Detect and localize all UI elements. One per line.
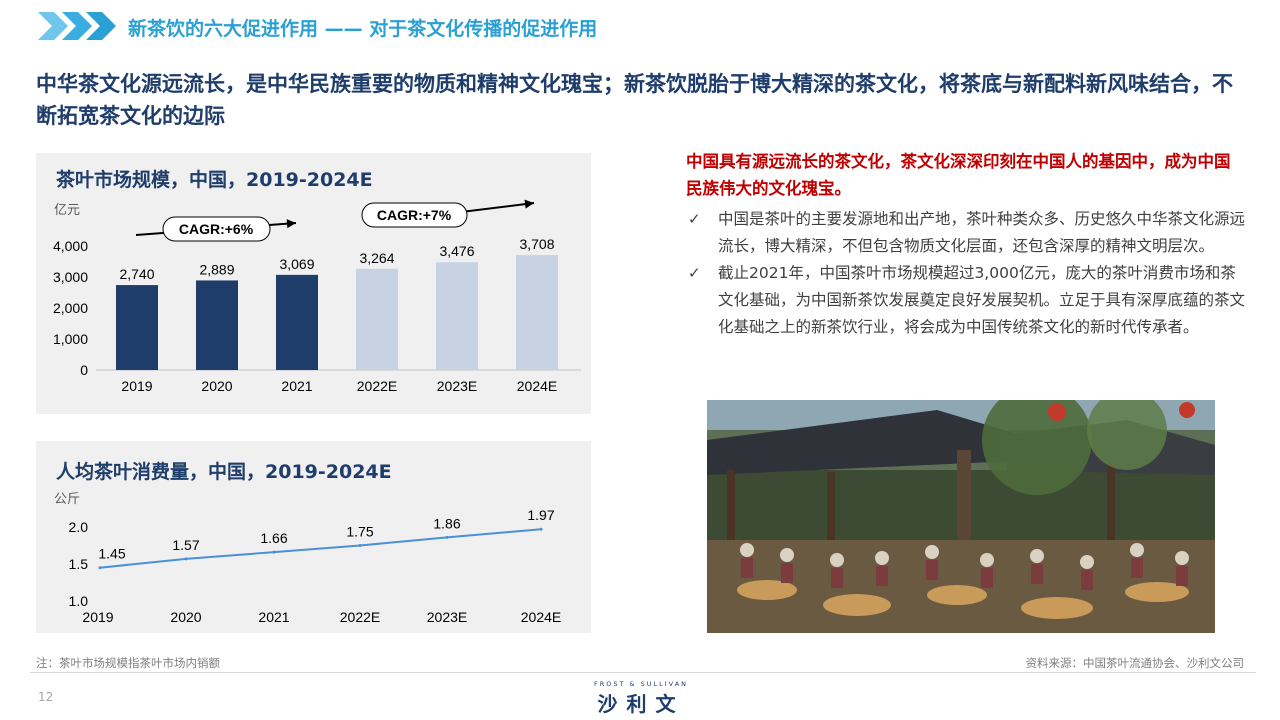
chevron-arrows-icon — [38, 12, 116, 40]
x-tick-label: 2020 — [201, 378, 232, 394]
data-label: 1.75 — [346, 524, 373, 540]
x-tick-label: 2023E — [437, 378, 477, 394]
y-tick-label: 1.5 — [69, 556, 89, 572]
x-tick-label: 2022E — [340, 609, 380, 625]
bar — [516, 255, 558, 370]
bullet-item: ✓ 中国是茶叶的主要发源地和出产地，茶叶种类众多、历史悠久中华茶文化源远流长，博… — [686, 206, 1246, 260]
bar-chart: 0 1,000 2,000 3,000 4,000 2,740 2019 2,889 2020 3… — [53, 199, 581, 394]
y-tick-label: 2,000 — [53, 300, 88, 316]
bar — [116, 285, 158, 370]
bar — [356, 268, 398, 370]
data-label: 1.45 — [98, 546, 125, 562]
x-tick-label: 2024E — [517, 378, 557, 394]
cagr-label: CAGR:+7% — [377, 207, 452, 223]
per-capita-chart-panel: 人均茶叶消费量，中国，2019-2024E 公斤 1.0 1.5 2.0 1.45 20… — [36, 441, 591, 633]
data-point — [445, 535, 449, 539]
line-chart-unit: 公斤 — [54, 492, 81, 507]
data-label: 1.66 — [260, 530, 287, 546]
cagr-bubble — [361, 202, 468, 228]
bar-value-label: 3,476 — [439, 243, 474, 259]
teahouse-photo — [707, 400, 1215, 633]
bar — [436, 262, 478, 370]
bar — [276, 274, 318, 370]
bar-value-label: 3,708 — [519, 236, 554, 252]
arrowhead-icon — [286, 219, 296, 229]
y-tick-label: 3,000 — [53, 269, 88, 285]
series-line — [99, 528, 542, 569]
bullet-item: ✓ 截止2021年，中国茶叶市场规模超过3,000亿元，庞大的茶叶消费市场和茶文… — [686, 260, 1246, 341]
page-number: 12 — [38, 690, 54, 704]
x-tick-label: 2024E — [521, 609, 561, 625]
y-tick-label: 4,000 — [53, 238, 88, 254]
checkmark-icon: ✓ — [688, 264, 701, 282]
x-tick-label: 2021 — [258, 609, 289, 625]
x-tick-label: 2019 — [121, 378, 152, 394]
x-tick-label: 2020 — [170, 609, 201, 625]
chart-footnote: 注：茶叶市场规模指茶叶市场内销额 — [36, 656, 220, 670]
market-size-chart-panel: 茶叶市场规模，中国，2019-2024E 亿元 0 1,000 2,000 3,000… — [36, 153, 591, 414]
data-source: 资料来源：中国茶叶流通协会、沙利文公司 — [1025, 656, 1245, 670]
data-label: 1.86 — [433, 515, 460, 531]
cagr-bubble — [162, 216, 271, 242]
y-tick-label: 1,000 — [53, 331, 88, 347]
bar-value-label: 3,069 — [279, 256, 314, 272]
bar-chart-title: 茶叶市场规模，中国，2019-2024E — [56, 169, 373, 191]
data-label: 1.57 — [172, 537, 199, 553]
brand-logo-chinese: 沙利文 — [597, 692, 685, 716]
bar-value-label: 2,740 — [119, 266, 154, 282]
checkmark-icon: ✓ — [688, 210, 701, 228]
bullet-text: 中国是茶叶的主要发源地和出产地，茶叶种类众多、历史悠久中华茶文化源远流长，博大精… — [718, 210, 1246, 255]
data-point — [184, 557, 188, 561]
line-chart-title: 人均茶叶消费量，中国，2019-2024E — [56, 461, 392, 483]
data-point — [539, 527, 543, 531]
cagr-label: CAGR:+6% — [179, 221, 254, 237]
bar-value-label: 2,889 — [199, 261, 234, 277]
bar — [196, 280, 238, 370]
arrowhead-icon — [524, 199, 534, 209]
y-tick-label: 0 — [80, 362, 88, 378]
x-tick-label: 2022E — [357, 378, 397, 394]
line-chart: 1.0 1.5 2.0 1.45 2019 1.57 2020 1.66 2021 1.75 202… — [69, 507, 562, 625]
brand-logo-english: FROST & SULLIVAN — [593, 680, 689, 688]
bar-chart-unit: 亿元 — [54, 203, 81, 218]
data-point — [98, 566, 102, 570]
footer-divider — [30, 672, 1256, 673]
slide-header: 新茶饮的六大促进作用 —— 对于茶文化传播的促进作用 — [0, 0, 1280, 50]
data-point — [358, 544, 362, 547]
data-label: 1.97 — [527, 507, 554, 523]
page-headline: 中华茶文化源远流长，是中华民族重要的物质和精神文化瑰宝；新茶饮脱胎于博大精深的茶… — [36, 72, 1233, 128]
x-tick-label: 2023E — [427, 609, 467, 625]
data-point — [272, 550, 276, 554]
x-tick-label: 2021 — [281, 378, 312, 394]
x-tick-label: 2019 — [82, 609, 113, 625]
section-title: 新茶饮的六大促进作用 —— 对于茶文化传播的促进作用 — [128, 18, 598, 40]
culture-heading: 中国具有源远流长的茶文化，茶文化深深印刻在中国人的基因中，成为中国民族伟大的文化… — [686, 152, 1231, 198]
bullet-text: 截止2021年，中国茶叶市场规模超过3,000亿元，庞大的茶叶消费市场和茶文化基… — [718, 264, 1246, 336]
y-tick-label: 1.0 — [69, 593, 89, 609]
bar-value-label: 3,264 — [359, 250, 394, 266]
y-tick-label: 2.0 — [69, 519, 89, 535]
culture-bullet-list: ✓ 中国是茶叶的主要发源地和出产地，茶叶种类众多、历史悠久中华茶文化源远流长，博… — [686, 206, 1246, 341]
